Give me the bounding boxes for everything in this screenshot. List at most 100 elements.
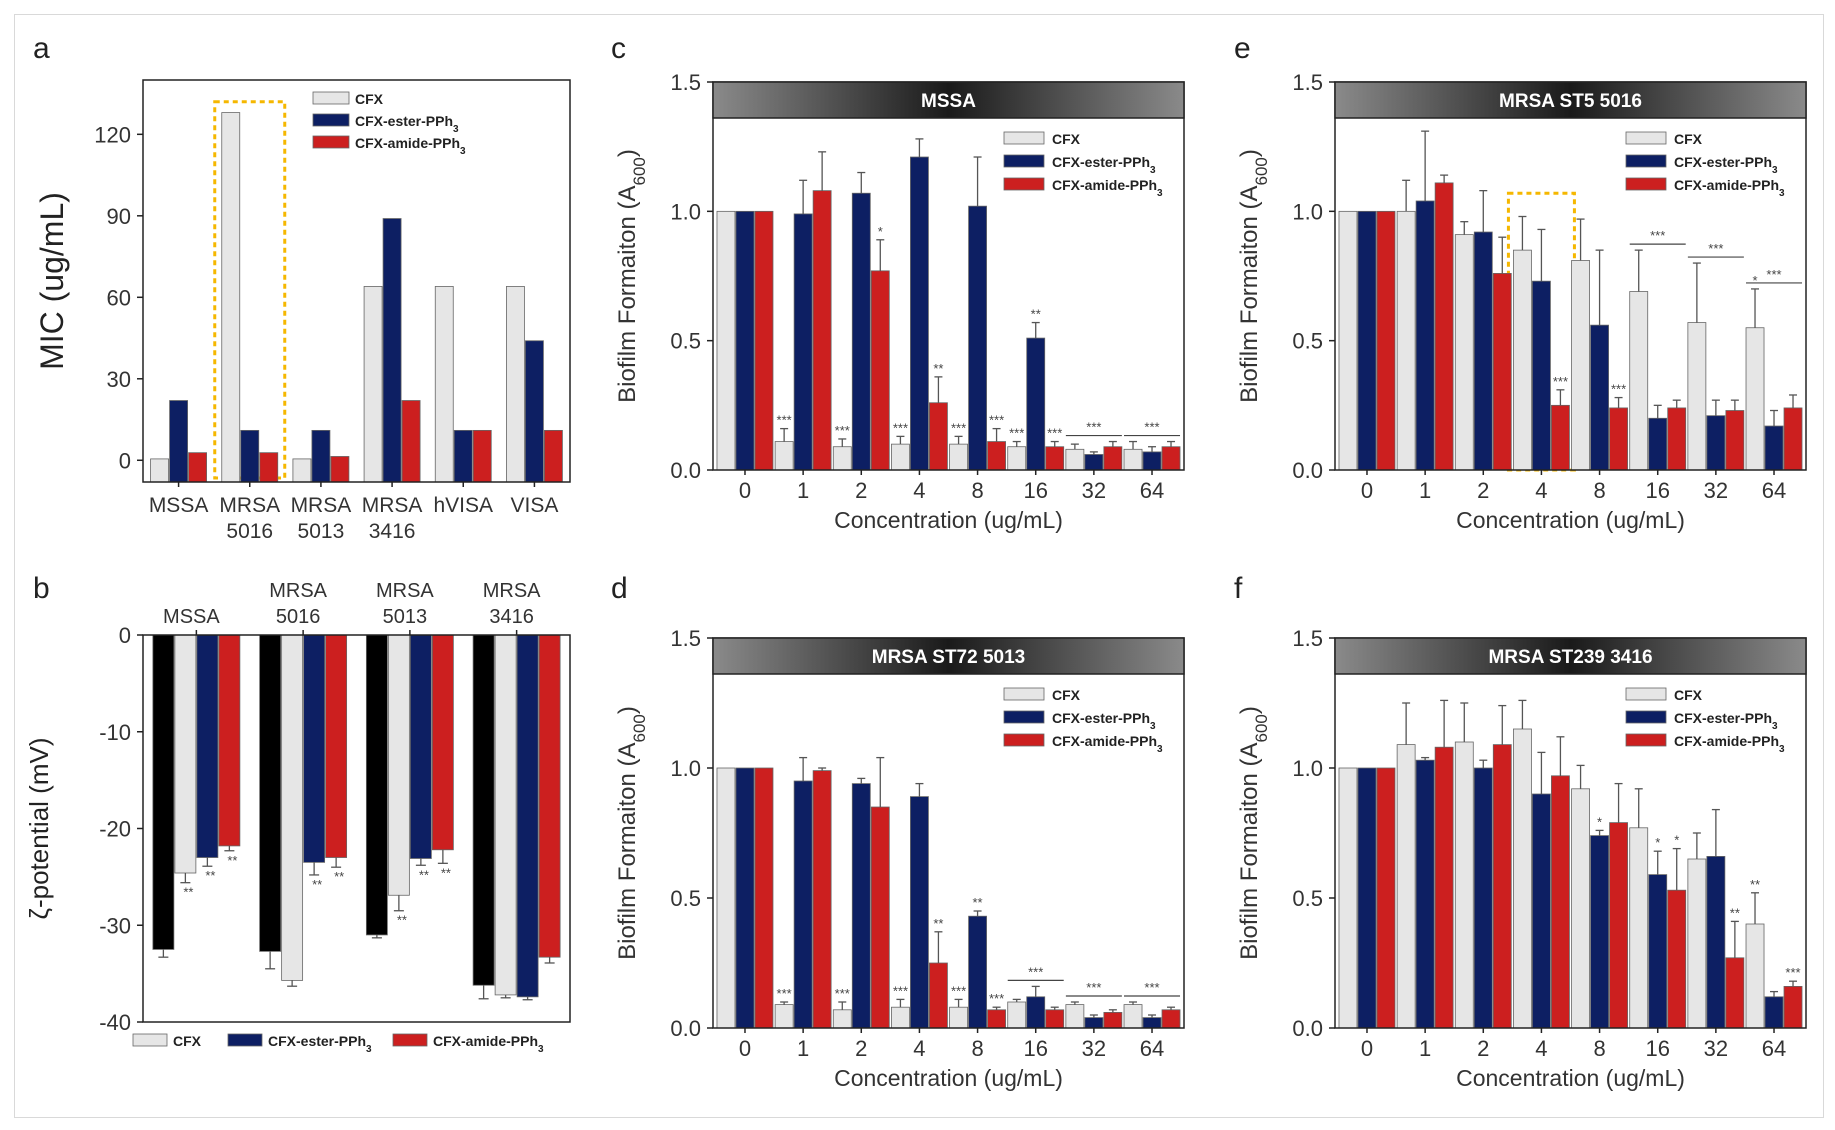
bar-ester xyxy=(735,210,755,471)
bar-cfx xyxy=(1571,788,1590,1029)
bar-cfx xyxy=(1687,858,1707,1029)
panel-title: MRSA ST239 3416 xyxy=(1488,647,1652,668)
bar-cfx xyxy=(1123,448,1143,471)
significance-label: ** xyxy=(183,885,193,900)
legend-swatch-amide xyxy=(392,1033,428,1047)
legend-text: CFX-amide-PPh xyxy=(1052,733,1157,749)
legend-swatch-amide xyxy=(312,135,350,149)
panel-header xyxy=(712,81,1185,119)
legend-label-amide: CFX-amide-PPh3 xyxy=(1052,177,1163,199)
x-tick-label: 64 xyxy=(1762,478,1786,503)
bar-cfx xyxy=(506,286,525,483)
bar-amide xyxy=(1376,210,1396,471)
bar-amide xyxy=(330,456,350,483)
bar-cfx xyxy=(716,767,736,1029)
legend-text: CFX-ester-PPh xyxy=(1674,154,1772,170)
bar-amide xyxy=(1725,957,1745,1029)
bar-amide xyxy=(929,962,948,1029)
group-significance: *** xyxy=(1086,980,1101,995)
panel-title: MRSA ST5 5016 xyxy=(1499,91,1642,112)
bar-cfx xyxy=(832,446,852,471)
significance-label: *** xyxy=(989,991,1004,1006)
bar-control xyxy=(259,634,282,952)
x-tick-label: MRSA xyxy=(291,494,352,517)
y-axis-label: MIC (ug/mL) xyxy=(34,192,70,370)
bar-cfx xyxy=(716,210,736,471)
y-tick-label: 1.0 xyxy=(670,199,701,224)
panel-a: a 0 30 60 90 120 MSSA MRSA 5016 MRSA 5013 MRSA 3416 h… xyxy=(33,32,571,543)
group-significance: *** xyxy=(1028,964,1043,979)
significance-label: * xyxy=(1752,273,1757,288)
legend-swatch-ester xyxy=(1625,154,1667,168)
legend-swatch-amide xyxy=(1625,733,1667,747)
y-axis-label: Biofilm Formaiton (A600) xyxy=(614,149,649,403)
bar-ester xyxy=(453,429,473,483)
bar-amide xyxy=(544,429,563,483)
bar-cfx xyxy=(1396,210,1416,471)
bar-amide xyxy=(1161,1009,1181,1029)
y-tick-label: 1.0 xyxy=(1292,199,1323,224)
bar-amide xyxy=(1434,182,1454,471)
significance-label: ** xyxy=(227,853,237,868)
legend-text: CFX-amide-PPh xyxy=(1674,733,1779,749)
legend-sub: 3 xyxy=(1772,165,1778,176)
significance-label: *** xyxy=(893,420,908,435)
x-tick-label: 8 xyxy=(1593,478,1605,503)
legend-swatch-ester xyxy=(1003,710,1045,724)
bar-amide xyxy=(325,634,348,858)
bar-ester xyxy=(311,429,331,483)
bar-amide xyxy=(538,634,561,958)
bar-ester xyxy=(1648,417,1668,471)
significance-label: *** xyxy=(989,413,1004,428)
legend-label-cfx: CFX xyxy=(173,1033,202,1049)
bar-ester xyxy=(968,915,987,1029)
significance-label: *** xyxy=(893,983,908,998)
legend-text: CFX-amide-PPh xyxy=(1052,177,1157,193)
bar-cfx xyxy=(1513,249,1532,471)
x-tick-label: 0 xyxy=(739,1036,751,1061)
bar-control xyxy=(152,634,175,950)
legend-label-amide: CFX-amide-PPh3 xyxy=(355,135,466,157)
bar-ester xyxy=(1532,793,1551,1029)
panel-letter: d xyxy=(611,572,628,605)
legend-text: CFX-ester-PPh xyxy=(1052,154,1150,170)
bar-ester xyxy=(1415,759,1435,1029)
bar-ester xyxy=(1026,996,1046,1029)
y-tick-label: 0.5 xyxy=(1292,886,1323,911)
legend-sub: 3 xyxy=(1150,165,1156,176)
x-tick-label: 16 xyxy=(1023,1036,1047,1061)
panel-header xyxy=(712,637,1185,675)
x-tick-label: 32 xyxy=(1082,478,1106,503)
bar-cfx xyxy=(949,1006,968,1029)
bar-amide xyxy=(1492,744,1512,1029)
significance-label: ** xyxy=(441,865,451,880)
significance-label: ** xyxy=(312,877,322,892)
bar-amide xyxy=(1551,404,1570,471)
bar-cfx xyxy=(1065,448,1085,471)
x-tick-label: 3416 xyxy=(369,520,416,543)
bar-cfx xyxy=(1629,827,1649,1029)
legend-label-amide: CFX-amide-PPh3 xyxy=(1052,733,1163,755)
significance-label: *** xyxy=(835,423,850,438)
bar-amide xyxy=(1376,767,1396,1029)
x-tick-label: 5013 xyxy=(383,606,428,628)
bar-cfx xyxy=(221,112,241,483)
bar-amide xyxy=(1783,407,1803,471)
group-significance: *** xyxy=(1708,241,1723,256)
bar-cfx xyxy=(494,634,517,996)
significance-label: *** xyxy=(1009,426,1024,441)
bar-ester xyxy=(1706,856,1726,1029)
bar-cfx xyxy=(891,443,910,471)
bar-cfx xyxy=(1513,728,1532,1029)
y-axis-label-main: Biofilm Formaiton (A xyxy=(1236,742,1263,959)
bar-cfx xyxy=(1123,1004,1143,1029)
x-tick-label: 1 xyxy=(797,1036,809,1061)
legend-text: CFX-amide-PPh xyxy=(1674,177,1779,193)
legend-swatch-ester xyxy=(1003,154,1045,168)
y-axis-label-main: Biofilm Formaiton (A xyxy=(614,742,641,959)
x-tick-label: 1 xyxy=(797,478,809,503)
bar-ester xyxy=(851,783,871,1029)
bar-cfx xyxy=(832,1009,852,1029)
significance-label: *** xyxy=(1611,382,1626,397)
legend-label-ester: CFX-ester-PPh3 xyxy=(1052,154,1156,176)
